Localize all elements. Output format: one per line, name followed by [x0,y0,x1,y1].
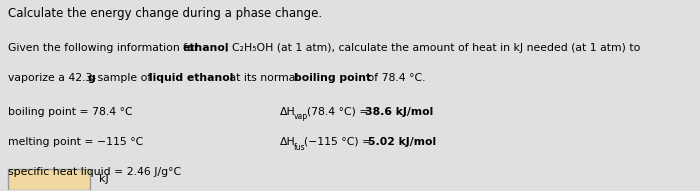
Text: ΔH: ΔH [280,137,295,147]
Text: kJ: kJ [99,174,109,184]
Text: of 78.4 °C.: of 78.4 °C. [364,73,426,83]
Text: 5.02 kJ/mol: 5.02 kJ/mol [368,137,437,147]
Text: vap: vap [294,112,308,121]
FancyBboxPatch shape [8,169,90,190]
Text: ethanol: ethanol [183,43,230,53]
Text: liquid ethanol: liquid ethanol [149,73,234,83]
Text: 38.6 kJ/mol: 38.6 kJ/mol [365,107,434,117]
Text: at its normal: at its normal [225,73,302,83]
Text: vaporize a 42.3-: vaporize a 42.3- [8,73,96,83]
Text: melting point = −115 °C: melting point = −115 °C [8,137,143,147]
Text: specific heat liquid = 2.46 J/g°C: specific heat liquid = 2.46 J/g°C [8,167,181,177]
Text: sample of: sample of [94,73,155,83]
Text: boiling point: boiling point [294,73,371,83]
Text: Given the following information for: Given the following information for [8,43,202,53]
Text: fus: fus [294,142,306,151]
Text: (78.4 °C) =: (78.4 °C) = [307,107,372,117]
Text: , C₂H₅OH (at 1 atm), calculate the amount of heat in kJ needed (at 1 atm) to: , C₂H₅OH (at 1 atm), calculate the amoun… [225,43,641,53]
Text: (−115 °C) =: (−115 °C) = [304,137,375,147]
Text: g: g [88,73,95,83]
Text: Calculate the energy change during a phase change.: Calculate the energy change during a pha… [8,7,322,20]
Text: boiling point = 78.4 °C: boiling point = 78.4 °C [8,107,132,117]
Text: ΔH: ΔH [280,107,295,117]
